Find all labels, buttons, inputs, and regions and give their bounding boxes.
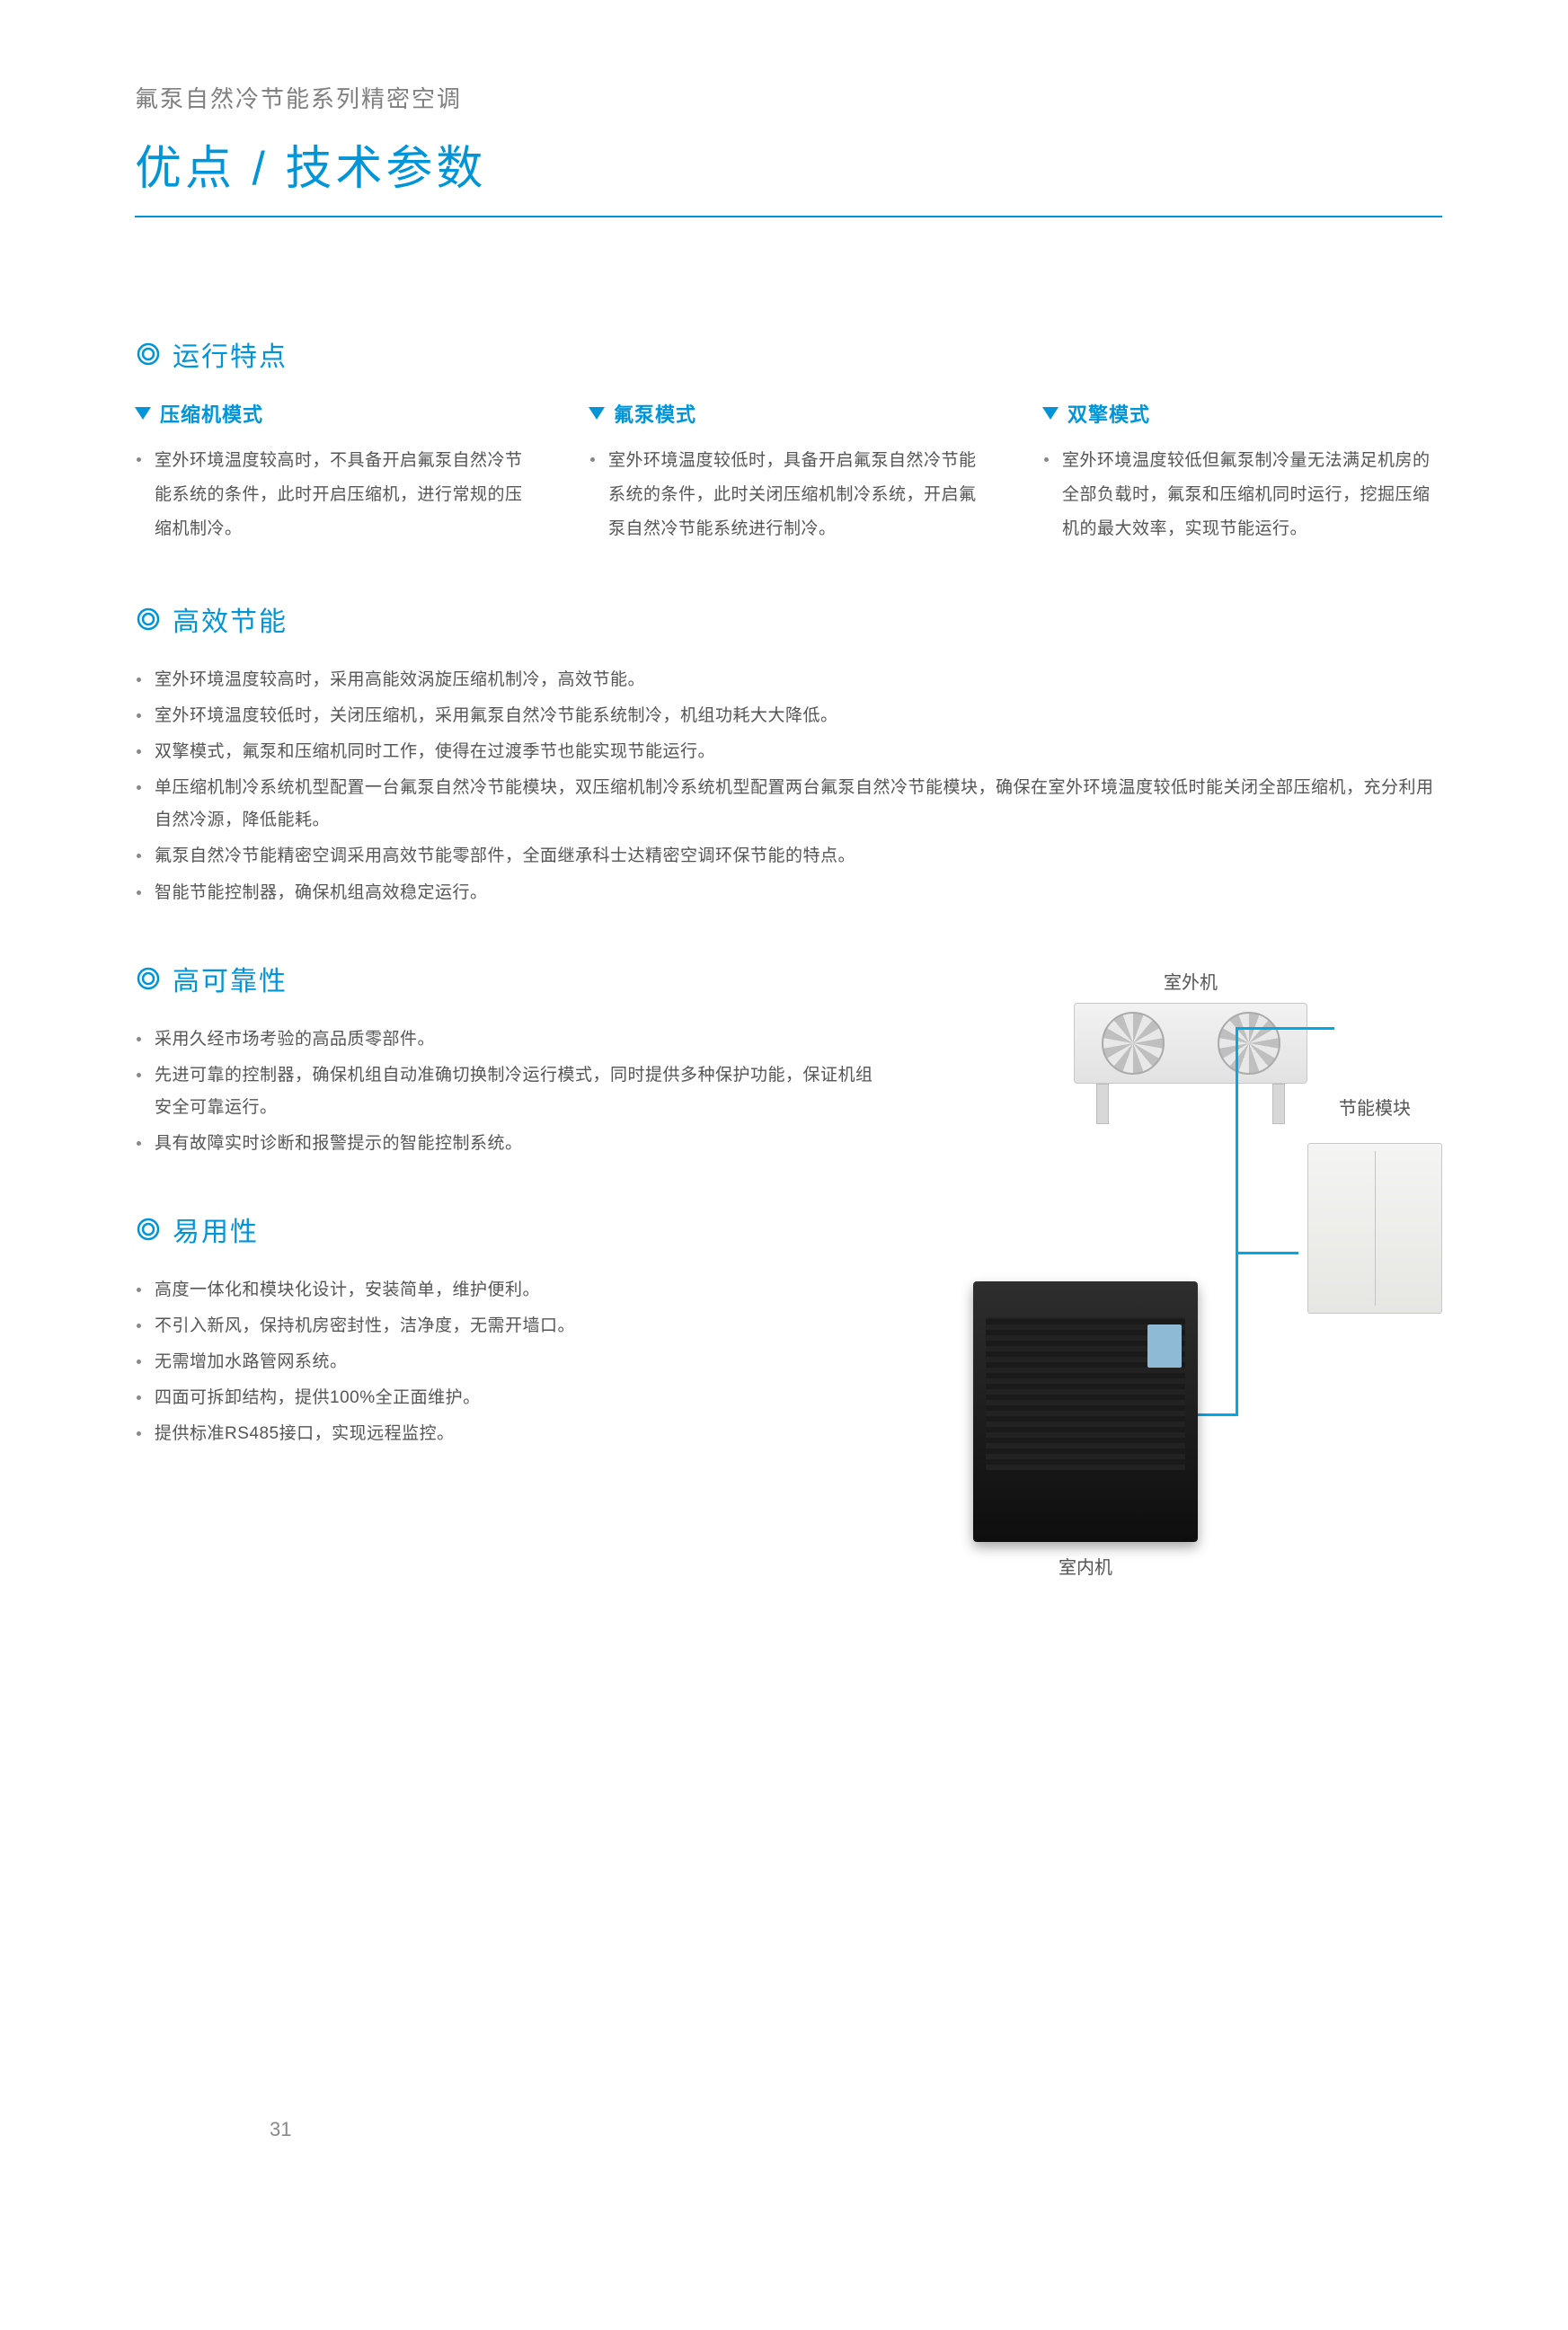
section-title-operating: 运行特点 <box>173 334 288 374</box>
diagram-indoor-label: 室内机 <box>973 1553 1198 1579</box>
list-item: 室外环境温度较高时，采用高能效涡旋压缩机制冷，高效节能。 <box>135 664 1442 696</box>
mode-title: 氟泵模式 <box>614 399 696 428</box>
section-title-efficiency: 高效节能 <box>173 599 288 639</box>
list-item: 室外环境温度较低时，关闭压缩机，采用氟泵自然冷节能系统制冷，机组功耗大大降低。 <box>135 700 1442 732</box>
pipe-icon <box>1236 1027 1238 1413</box>
list-item: 采用久经市场考验的高品质零部件。 <box>135 1023 885 1056</box>
diagram-outdoor-label: 室外机 <box>948 968 1433 994</box>
triangle-icon <box>135 407 151 420</box>
page-number: 31 <box>270 2118 291 2141</box>
efficiency-list: 室外环境温度较高时，采用高能效涡旋压缩机制冷，高效节能。 室外环境温度较低时，关… <box>135 664 1442 909</box>
title-divider <box>135 216 1442 217</box>
ring-icon <box>135 341 162 368</box>
pipe-icon <box>1236 1027 1334 1030</box>
pipe-icon <box>1236 1252 1298 1254</box>
usability-list: 高度一体化和模块化设计，安装简单，维护便利。 不引入新风，保持机房密封性，洁净度… <box>135 1274 885 1450</box>
ring-icon <box>135 606 162 633</box>
section-efficiency: 高效节能 室外环境温度较高时，采用高能效涡旋压缩机制冷，高效节能。 室外环境温度… <box>135 599 1442 909</box>
page-title: 优点 / 技术参数 <box>135 130 1442 198</box>
list-item: 无需增加水路管网系统。 <box>135 1346 885 1378</box>
ring-icon <box>135 965 162 992</box>
section-reliability: 高可靠性 采用久经市场考验的高品质零部件。 先进可靠的控制器，确保机组自动准确切… <box>135 959 885 1160</box>
list-item: 先进可靠的控制器，确保机组自动准确切换制冷运行模式，同时提供多种保护功能，保证机… <box>135 1059 885 1124</box>
list-item: 高度一体化和模块化设计，安装简单，维护便利。 <box>135 1274 885 1307</box>
list-item: 单压缩机制冷系统机型配置一台氟泵自然冷节能模块，双压缩机制冷系统机型配置两台氟泵… <box>135 772 1442 837</box>
triangle-icon <box>1042 407 1059 420</box>
mode-fluorine-pump: 氟泵模式 室外环境温度较低时，具备开启氟泵自然冷节能系统的条件，此时关闭压缩机制… <box>589 399 988 550</box>
list-item: 智能节能控制器，确保机组高效稳定运行。 <box>135 877 1442 909</box>
list-item: 提供标准RS485接口，实现远程监控。 <box>135 1418 885 1450</box>
section-usability: 易用性 高度一体化和模块化设计，安装简单，维护便利。 不引入新风，保持机房密封性… <box>135 1209 885 1450</box>
section-title-reliability: 高可靠性 <box>173 959 288 998</box>
mode-desc: 室外环境温度较低时，具备开启氟泵自然冷节能系统的条件，此时关闭压缩机制冷系统，开… <box>589 444 988 546</box>
reliability-list: 采用久经市场考验的高品质零部件。 先进可靠的控制器，确保机组自动准确切换制冷运行… <box>135 1023 885 1160</box>
list-item: 具有故障实时诊断和报警提示的智能控制系统。 <box>135 1128 885 1160</box>
system-diagram: 室外机 节能模块 室内机 <box>939 959 1442 1615</box>
list-item: 双擎模式，氟泵和压缩机同时工作，使得在过渡季节也能实现节能运行。 <box>135 736 1442 768</box>
list-item: 四面可拆卸结构，提供100%全正面维护。 <box>135 1382 885 1414</box>
mode-desc: 室外环境温度较低但氟泵制冷量无法满足机房的全部负载时，氟泵和压缩机同时运行，挖掘… <box>1042 444 1442 546</box>
page-subtitle: 氟泵自然冷节能系列精密空调 <box>135 81 1442 114</box>
mode-desc: 室外环境温度较高时，不具备开启氟泵自然冷节能系统的条件，此时开启压缩机，进行常规… <box>135 444 535 546</box>
ring-icon <box>135 1216 162 1243</box>
list-item: 不引入新风，保持机房密封性，洁净度，无需开墙口。 <box>135 1310 885 1342</box>
energy-module-icon <box>1307 1143 1442 1314</box>
indoor-unit-icon <box>973 1281 1198 1542</box>
mode-title: 压缩机模式 <box>160 399 263 428</box>
outdoor-unit-icon <box>1074 1003 1307 1129</box>
list-item: 氟泵自然冷节能精密空调采用高效节能零部件，全面继承科士达精密空调环保节能的特点。 <box>135 840 1442 873</box>
section-title-usability: 易用性 <box>173 1209 259 1249</box>
mode-title: 双擎模式 <box>1067 399 1150 428</box>
diagram-module-label: 节能模块 <box>1307 1094 1442 1120</box>
mode-dual: 双擎模式 室外环境温度较低但氟泵制冷量无法满足机房的全部负载时，氟泵和压缩机同时… <box>1042 399 1442 550</box>
mode-compressor: 压缩机模式 室外环境温度较高时，不具备开启氟泵自然冷节能系统的条件，此时开启压缩… <box>135 399 535 550</box>
section-operating: 运行特点 压缩机模式 室外环境温度较高时，不具备开启氟泵自然冷节能系统的条件，此… <box>135 334 1442 550</box>
triangle-icon <box>589 407 605 420</box>
